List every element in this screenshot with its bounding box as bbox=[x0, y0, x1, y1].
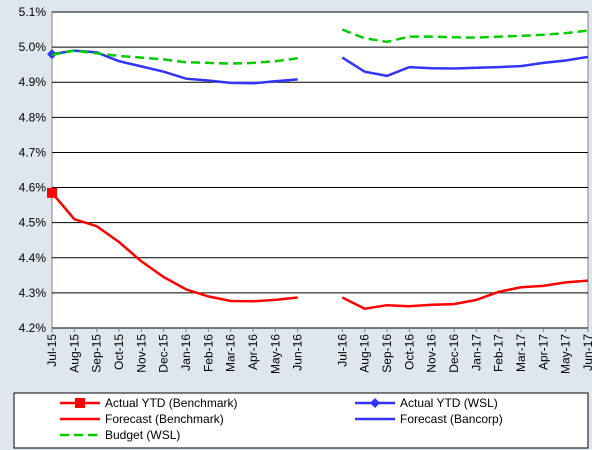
legend-label: Budget (WSL) bbox=[105, 428, 180, 442]
x-tick-label: Mar-17 bbox=[514, 334, 528, 372]
x-tick-label: May-17 bbox=[559, 334, 573, 374]
y-tick-label: 4.8% bbox=[19, 110, 47, 124]
y-tick-label: 4.2% bbox=[19, 321, 47, 335]
x-tick-label: Sep-15 bbox=[90, 334, 104, 373]
x-tick-label: Nov-15 bbox=[134, 334, 148, 373]
y-tick-label: 4.6% bbox=[19, 181, 47, 195]
x-tick-label: Oct-16 bbox=[402, 334, 416, 370]
legend-label: Actual YTD (WSL) bbox=[400, 396, 498, 410]
y-tick-label: 5.1% bbox=[19, 5, 47, 19]
legend-label: Actual YTD (Benchmark) bbox=[105, 396, 238, 410]
x-tick-label: Dec-15 bbox=[157, 334, 171, 373]
x-tick-label: Aug-16 bbox=[358, 334, 372, 373]
x-tick-label: Oct-15 bbox=[112, 334, 126, 370]
x-tick-label: Sep-16 bbox=[380, 334, 394, 373]
legend-marker bbox=[370, 398, 380, 408]
x-tick-label: Jan-17 bbox=[469, 334, 483, 371]
x-tick-label: Apr-16 bbox=[246, 334, 260, 370]
legend bbox=[13, 392, 589, 449]
x-tick-label: Jan-16 bbox=[179, 334, 193, 371]
x-tick-label: Feb-17 bbox=[492, 334, 506, 372]
x-tick-label: Jul-15 bbox=[45, 334, 59, 367]
y-tick-label: 4.5% bbox=[19, 216, 47, 230]
x-tick-label: Jun-16 bbox=[291, 334, 305, 371]
y-tick-label: 4.7% bbox=[19, 145, 47, 159]
x-tick-label: Jun-17 bbox=[581, 334, 592, 371]
series-line bbox=[51, 49, 589, 85]
legend-marker bbox=[75, 398, 85, 408]
series-line bbox=[51, 28, 589, 65]
x-tick-label: Nov-16 bbox=[425, 334, 439, 373]
legend-label: Forecast (Benchmark) bbox=[105, 412, 224, 426]
x-tick-label: Jul-16 bbox=[335, 334, 349, 367]
x-tick-label: Aug-15 bbox=[67, 334, 81, 373]
x-tick-label: Feb-16 bbox=[201, 334, 215, 372]
y-tick-label: 5.0% bbox=[19, 40, 47, 54]
plot-area bbox=[51, 11, 589, 329]
y-tick-label: 4.9% bbox=[19, 75, 47, 89]
x-tick-label: Apr-17 bbox=[536, 334, 550, 370]
x-tick-label: May-16 bbox=[268, 334, 282, 374]
y-tick-label: 4.3% bbox=[19, 286, 47, 300]
x-tick-label: Mar-16 bbox=[224, 334, 238, 372]
series-line bbox=[51, 191, 589, 310]
x-tick-label: Dec-16 bbox=[447, 334, 461, 373]
legend-label: Forecast (Bancorp) bbox=[400, 412, 503, 426]
y-tick-label: 4.4% bbox=[19, 251, 47, 265]
